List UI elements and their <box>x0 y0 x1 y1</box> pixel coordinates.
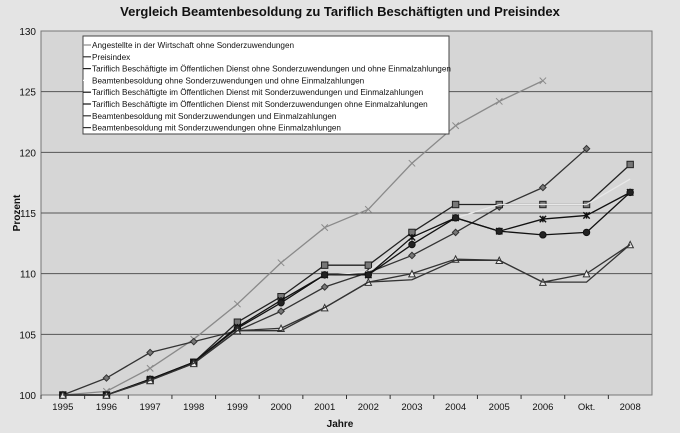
x-tick-label: 2006 <box>532 402 553 413</box>
chart-title: Vergleich Beamtenbesoldung zu Tariflich … <box>120 4 560 19</box>
x-tick-label: 1996 <box>96 402 117 413</box>
x-tick-label: 2004 <box>445 402 466 413</box>
y-tick-label: 105 <box>19 330 36 341</box>
y-axis-label: Prozent <box>12 194 23 231</box>
data-point-star <box>408 233 416 241</box>
y-tick-label: 115 <box>20 209 36 220</box>
y-tick-label: 110 <box>20 270 36 281</box>
data-point-diamond <box>102 374 111 382</box>
data-point-diamond <box>582 144 591 153</box>
legend-item: Beamtenbesoldung mit Sonderzuwendungen u… <box>83 112 337 121</box>
data-point-square <box>364 261 373 269</box>
legend-box <box>82 35 450 135</box>
legend: Angestellte in der Wirtschaft ohne Sonde… <box>82 35 451 135</box>
data-point-diamond <box>277 307 285 316</box>
data-point-triangle <box>582 269 591 278</box>
y-tick-label: 130 <box>19 27 36 38</box>
legend-item: Preisindex <box>83 53 130 62</box>
data-point-square <box>451 200 460 209</box>
data-point-circle <box>408 240 416 249</box>
legend-item: Angestellte in der Wirtschaft ohne Sonde… <box>83 41 295 50</box>
x-axis-label: Jahre <box>327 419 354 430</box>
data-point-circle <box>277 299 285 307</box>
data-point-circle <box>582 228 591 237</box>
data-point-diamond <box>538 183 547 192</box>
data-point-diamond <box>320 283 329 291</box>
legend-label: Beamtenbesoldung mit Sonderzuwendungen o… <box>92 124 341 133</box>
x-tick-label: 2003 <box>401 402 422 413</box>
legend-item: Tariflich Beschäftigte im Öffentlichen D… <box>83 87 424 97</box>
legend-item: Tariflich Beschäftigte im Öffentlichen D… <box>83 99 428 109</box>
legend-label: Angestellte in der Wirtschaft ohne Sonde… <box>92 41 295 50</box>
x-tick-label: Okt. <box>578 402 595 413</box>
legend-item: Beamtenbesoldung ohne Sonderzuwendungen … <box>83 76 365 85</box>
data-point-x <box>364 205 372 213</box>
data-point-circle <box>626 188 634 197</box>
y-tick-label: 120 <box>19 148 36 159</box>
x-tick-label: 1998 <box>183 402 204 413</box>
data-point-x <box>233 300 241 308</box>
x-tick-label: 2000 <box>270 402 291 413</box>
data-point-square <box>320 261 329 269</box>
data-point-circle <box>539 231 547 239</box>
legend-label: Tariflich Beschäftigte im Öffentlichen D… <box>92 87 424 97</box>
series-path <box>62 80 544 396</box>
legend-label: Preisindex <box>92 53 130 62</box>
legend-label: Tariflich Beschäftigte im Öffentlichen D… <box>92 99 428 109</box>
legend-label: Beamtenbesoldung ohne Sonderzuwendungen … <box>92 76 365 85</box>
series-path <box>62 244 631 396</box>
x-tick-label: 2005 <box>489 402 510 413</box>
y-tick-label: 100 <box>19 391 36 402</box>
x-tick-label: 2008 <box>620 402 641 413</box>
data-point-x <box>539 77 547 85</box>
data-point-diamond <box>146 348 155 357</box>
data-point-x <box>277 259 285 267</box>
data-point-circle <box>320 271 329 279</box>
data-point-square <box>626 160 634 169</box>
y-tick-label: 125 <box>19 88 36 99</box>
data-point-x <box>146 364 154 372</box>
data-point-diamond <box>408 251 416 260</box>
x-tick-label: 1999 <box>227 402 248 413</box>
x-tick-label: 2001 <box>314 402 335 413</box>
data-point-diamond <box>451 228 460 237</box>
legend-label: Beamtenbesoldung mit Sonderzuwendungen u… <box>92 112 337 121</box>
legend-item: Beamtenbesoldung mit Sonderzuwendungen o… <box>83 124 341 133</box>
data-point-x <box>321 224 329 232</box>
data-point-x <box>452 122 460 130</box>
x-tick-label: 1997 <box>140 402 161 413</box>
series-path <box>62 191 631 396</box>
data-point-circle <box>495 227 503 235</box>
data-point-circle <box>364 271 373 279</box>
data-point-diamond <box>189 337 198 346</box>
legend-label: Tariflich Beschäftigte im Öffentlichen D… <box>92 64 451 74</box>
data-point-x <box>495 97 503 105</box>
series-line <box>62 244 631 396</box>
legend-item: Tariflich Beschäftigte im Öffentlichen D… <box>83 64 451 74</box>
data-point-x <box>408 159 416 167</box>
x-tick-label: 1995 <box>52 402 73 413</box>
data-point-triangle <box>407 269 416 278</box>
data-point-star <box>582 211 591 220</box>
data-point-star <box>539 215 547 223</box>
x-tick-label: 2002 <box>358 402 379 413</box>
data-point-circle <box>451 214 460 222</box>
